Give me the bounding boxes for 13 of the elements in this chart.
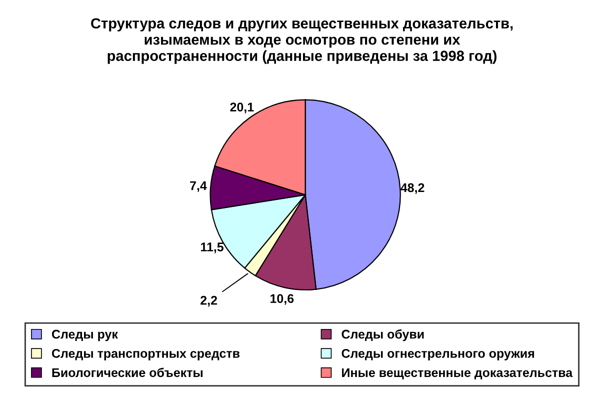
data-label: 7,4 (190, 181, 207, 192)
data-label: 11,5 (201, 242, 224, 254)
legend-label: Следы обуви (342, 329, 424, 342)
data-label: 2,2 (200, 296, 217, 307)
legend-label: Иные вещественные доказательства (342, 368, 573, 380)
legend-label: Следы огнестрельного оружия (342, 349, 534, 360)
data-label: 10,6 (270, 294, 294, 305)
legend-label: Следы транспортных средств (52, 349, 240, 360)
legend-label: Биологические объекты (52, 368, 203, 378)
data-label: 48,2 (400, 183, 424, 194)
data-label: 20,1 (230, 102, 254, 114)
chart-title: Структура следов и других вещественных доказательств, изымаемых в ходе осмотров по степени их распространенности (данные приведены за 1998 год) (91, 18, 513, 64)
legend-label: Следы рук (52, 330, 118, 342)
